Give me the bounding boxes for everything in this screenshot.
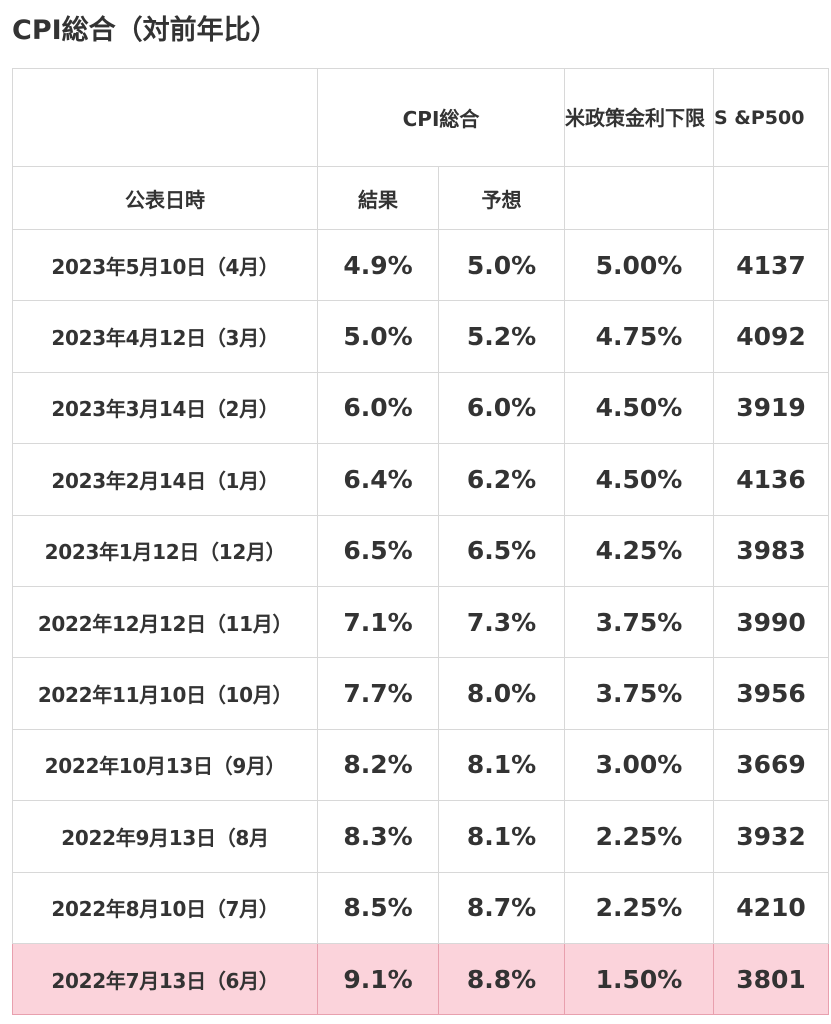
date-cell: 2022年9月13日（8月	[12, 800, 318, 873]
forecast-cell: 8.7%	[438, 871, 565, 944]
forecast-cell: 6.2%	[438, 443, 565, 516]
forecast-cell: 7.3%	[438, 585, 565, 659]
sp500-cell: 4092	[713, 300, 829, 373]
result-cell: 7.7%	[317, 657, 439, 730]
rate-cell: 3.00%	[564, 728, 714, 802]
date-cell: 2022年7月13日（6月）	[12, 942, 318, 1016]
date-cell: 2023年3月14日（2月）	[12, 371, 318, 445]
header-sp500: S &P500	[713, 68, 829, 167]
date-cell: 2022年12月12日（11月）	[12, 585, 318, 659]
date-cell: 2023年2月14日（1月）	[12, 443, 318, 516]
sp500-cell: 3956	[713, 657, 829, 730]
table-row: 2022年12月12日（11月） 7.1% 7.3% 3.75% 3990	[12, 585, 829, 659]
rate-cell: 4.50%	[564, 443, 714, 516]
header-empty-cell	[12, 68, 318, 167]
forecast-cell: 8.1%	[438, 728, 565, 802]
sp500-cell: 3669	[713, 728, 829, 802]
header-date: 公表日時	[12, 166, 318, 230]
sp500-cell: 3801	[713, 942, 829, 1016]
sp500-cell: 3983	[713, 514, 829, 587]
table-body: 2023年5月10日（4月） 4.9% 5.0% 5.00% 4137 2023年4月12…	[12, 228, 829, 1016]
cpi-table: CPI総合 米政策金利下限 S &P500 公表日時 結果 予想 2023年5月…	[12, 68, 829, 1016]
table-row: 2023年5月10日（4月） 4.9% 5.0% 5.00% 4137	[12, 228, 829, 302]
date-cell: 2022年8月10日（7月）	[12, 871, 318, 944]
result-cell: 6.0%	[317, 371, 439, 445]
date-cell: 2022年11月10日（10月）	[12, 657, 318, 730]
date-cell: 2023年4月12日（3月）	[12, 300, 318, 373]
header-rate-empty	[564, 166, 714, 230]
header-fed-rate: 米政策金利下限	[564, 68, 714, 167]
rate-cell: 4.50%	[564, 371, 714, 445]
result-cell: 8.2%	[317, 728, 439, 802]
header-cpi-total: CPI総合	[317, 68, 565, 167]
header-forecast: 予想	[438, 166, 565, 230]
table-row: 2023年2月14日（1月） 6.4% 6.2% 4.50% 4136	[12, 443, 829, 516]
sp500-cell: 4136	[713, 443, 829, 516]
forecast-cell: 6.0%	[438, 371, 565, 445]
rate-cell: 5.00%	[564, 228, 714, 302]
table-row: 2022年9月13日（8月 8.3% 8.1% 2.25% 3932	[12, 800, 829, 873]
forecast-cell: 5.2%	[438, 300, 565, 373]
rate-cell: 1.50%	[564, 942, 714, 1016]
date-cell: 2022年10月13日（9月）	[12, 728, 318, 802]
rate-cell: 4.25%	[564, 514, 714, 587]
result-cell: 4.9%	[317, 228, 439, 302]
sp500-cell: 4210	[713, 871, 829, 944]
table-row: 2023年3月14日（2月） 6.0% 6.0% 4.50% 3919	[12, 371, 829, 445]
forecast-cell: 5.0%	[438, 228, 565, 302]
result-cell: 6.4%	[317, 443, 439, 516]
sp500-cell: 4137	[713, 228, 829, 302]
table-row: 2023年4月12日（3月） 5.0% 5.2% 4.75% 4092	[12, 300, 829, 373]
table-row: 2022年11月10日（10月） 7.7% 8.0% 3.75% 3956	[12, 657, 829, 730]
date-cell: 2023年5月10日（4月）	[12, 228, 318, 302]
table-row: 2022年8月10日（7月） 8.5% 8.7% 2.25% 4210	[12, 871, 829, 944]
forecast-cell: 8.1%	[438, 800, 565, 873]
sp500-cell: 3932	[713, 800, 829, 873]
result-cell: 8.3%	[317, 800, 439, 873]
header-sp-empty	[713, 166, 829, 230]
header-row-sub: 公表日時 結果 予想	[12, 166, 829, 230]
table-row: 2023年1月12日（12月） 6.5% 6.5% 4.25% 3983	[12, 514, 829, 587]
page-title: CPI総合（対前年比）	[12, 15, 278, 46]
header-row-top: CPI総合 米政策金利下限 S &P500	[12, 68, 829, 167]
result-cell: 9.1%	[317, 942, 439, 1016]
date-cell: 2023年1月12日（12月）	[12, 514, 318, 587]
rate-cell: 3.75%	[564, 657, 714, 730]
result-cell: 7.1%	[317, 585, 439, 659]
rate-cell: 4.75%	[564, 300, 714, 373]
result-cell: 8.5%	[317, 871, 439, 944]
rate-cell: 2.25%	[564, 800, 714, 873]
forecast-cell: 6.5%	[438, 514, 565, 587]
table-row-highlighted: 2022年7月13日（6月） 9.1% 8.8% 1.50% 3801	[12, 942, 829, 1016]
table-row: 2022年10月13日（9月） 8.2% 8.1% 3.00% 3669	[12, 728, 829, 802]
rate-cell: 3.75%	[564, 585, 714, 659]
forecast-cell: 8.0%	[438, 657, 565, 730]
sp500-cell: 3990	[713, 585, 829, 659]
header-result: 結果	[317, 166, 439, 230]
rate-cell: 2.25%	[564, 871, 714, 944]
result-cell: 6.5%	[317, 514, 439, 587]
sp500-cell: 3919	[713, 371, 829, 445]
forecast-cell: 8.8%	[438, 942, 565, 1016]
result-cell: 5.0%	[317, 300, 439, 373]
